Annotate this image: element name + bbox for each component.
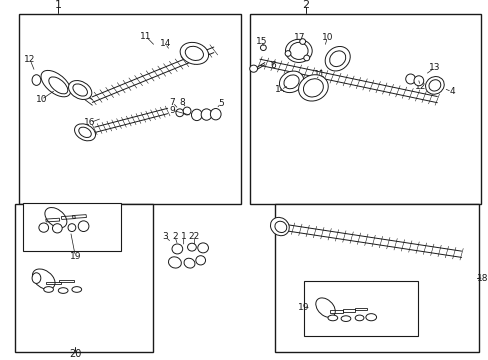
Text: 8: 8 (179, 98, 185, 107)
Ellipse shape (68, 224, 76, 231)
Text: 15: 15 (255, 37, 266, 46)
Text: 19: 19 (297, 303, 309, 312)
Ellipse shape (413, 76, 423, 86)
Text: 12: 12 (24, 55, 36, 64)
Bar (46, 218, 60, 222)
Ellipse shape (32, 269, 55, 289)
Ellipse shape (32, 75, 41, 85)
Ellipse shape (168, 257, 181, 268)
Ellipse shape (201, 109, 211, 120)
Bar (23, 203, 120, 251)
Bar (59, 280, 74, 282)
Text: 11: 11 (313, 70, 325, 79)
Bar (330, 310, 343, 313)
Text: 17: 17 (293, 33, 305, 42)
Ellipse shape (74, 124, 95, 141)
Text: 22: 22 (188, 232, 200, 241)
Text: 9: 9 (169, 106, 175, 115)
Text: 20: 20 (69, 349, 81, 359)
Text: 6: 6 (270, 60, 276, 69)
Text: 13: 13 (428, 63, 440, 72)
Ellipse shape (354, 315, 363, 321)
Bar (61, 216, 75, 220)
Bar (274, 204, 478, 352)
Text: 10: 10 (321, 33, 332, 42)
Ellipse shape (327, 315, 337, 321)
Text: 16: 16 (84, 118, 96, 127)
Ellipse shape (341, 316, 350, 321)
Text: 1: 1 (55, 0, 61, 10)
Ellipse shape (270, 217, 289, 236)
Text: 4: 4 (448, 87, 454, 96)
Bar (342, 309, 354, 311)
Ellipse shape (425, 77, 443, 94)
Text: 19: 19 (69, 252, 81, 261)
Ellipse shape (365, 314, 376, 321)
Ellipse shape (325, 46, 349, 71)
Bar (303, 281, 417, 336)
Bar (354, 308, 366, 310)
Text: 11: 11 (140, 32, 151, 41)
Ellipse shape (298, 75, 327, 101)
Text: 10: 10 (36, 95, 47, 104)
Ellipse shape (41, 71, 71, 97)
Ellipse shape (303, 55, 309, 61)
Ellipse shape (315, 298, 335, 317)
Text: 14: 14 (275, 85, 286, 94)
Ellipse shape (405, 74, 415, 84)
Ellipse shape (172, 244, 183, 254)
Text: 2: 2 (172, 232, 177, 241)
Text: 14: 14 (159, 39, 170, 48)
Ellipse shape (52, 224, 62, 233)
Text: 18: 18 (476, 274, 487, 283)
Ellipse shape (187, 243, 196, 251)
Ellipse shape (210, 108, 221, 120)
Ellipse shape (39, 223, 48, 232)
Ellipse shape (197, 243, 208, 253)
Ellipse shape (183, 107, 191, 115)
Ellipse shape (191, 109, 202, 121)
Ellipse shape (279, 71, 303, 93)
Text: 7: 7 (169, 98, 175, 107)
Text: 1: 1 (181, 232, 186, 241)
Ellipse shape (285, 39, 311, 62)
Ellipse shape (285, 51, 290, 56)
Text: 5: 5 (218, 99, 224, 108)
Bar (250, 14, 480, 204)
Ellipse shape (32, 273, 41, 283)
Ellipse shape (68, 81, 92, 99)
Ellipse shape (78, 221, 89, 231)
Ellipse shape (43, 287, 53, 292)
Ellipse shape (180, 42, 208, 64)
Bar (72, 215, 86, 219)
Bar (20, 14, 240, 204)
Text: 12: 12 (414, 82, 425, 91)
Ellipse shape (58, 288, 68, 293)
Ellipse shape (260, 45, 266, 50)
Text: 2: 2 (302, 0, 309, 10)
Ellipse shape (183, 258, 195, 268)
Ellipse shape (249, 65, 257, 72)
Ellipse shape (195, 256, 205, 265)
Text: 3: 3 (162, 232, 168, 241)
Ellipse shape (176, 109, 183, 117)
Bar (15, 204, 153, 352)
Ellipse shape (45, 207, 67, 228)
Ellipse shape (72, 287, 81, 292)
Bar (46, 282, 61, 284)
Ellipse shape (299, 39, 305, 44)
